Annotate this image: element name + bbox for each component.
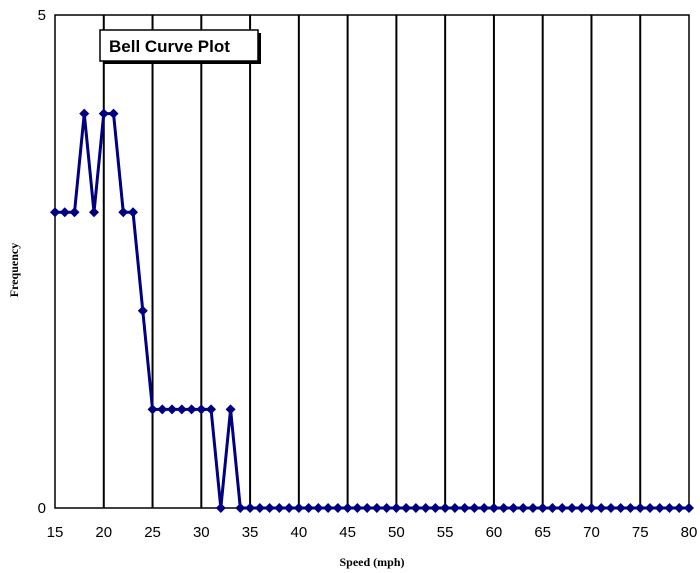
x-tick-label: 80 bbox=[681, 524, 698, 541]
data-point-marker bbox=[362, 503, 373, 513]
data-point-marker bbox=[576, 503, 587, 513]
data-point-marker bbox=[274, 503, 285, 513]
data-point-marker bbox=[254, 503, 265, 513]
data-point-marker bbox=[59, 207, 70, 218]
chart-title-box: Bell Curve Plot bbox=[99, 29, 261, 64]
data-point-marker bbox=[644, 503, 655, 513]
data-point-marker bbox=[313, 503, 324, 513]
y-axis-title: Frequency bbox=[7, 243, 21, 297]
data-point-marker bbox=[147, 404, 158, 415]
y-tick-label: 5 bbox=[38, 7, 46, 24]
data-point-marker bbox=[69, 207, 80, 218]
data-point-marker bbox=[332, 503, 343, 513]
data-point-marker bbox=[108, 108, 119, 119]
x-tick-label: 50 bbox=[388, 524, 405, 541]
x-tick-label: 70 bbox=[583, 524, 600, 541]
data-point-marker bbox=[176, 404, 187, 415]
x-tick-label: 20 bbox=[95, 524, 112, 541]
x-tick-label: 15 bbox=[47, 524, 64, 541]
series-group bbox=[50, 108, 694, 513]
data-point-marker bbox=[79, 108, 90, 119]
data-point-marker bbox=[118, 207, 129, 218]
data-point-marker bbox=[225, 404, 236, 415]
y-tick-label: 0 bbox=[38, 500, 46, 517]
data-point-marker bbox=[605, 503, 616, 513]
data-point-marker bbox=[167, 404, 178, 415]
chart-title: Bell Curve Plot bbox=[109, 37, 230, 56]
data-point-marker bbox=[98, 108, 109, 119]
data-point-marker bbox=[401, 503, 412, 513]
x-tick-label: 65 bbox=[534, 524, 551, 541]
data-point-marker bbox=[547, 503, 558, 513]
data-point-marker bbox=[342, 503, 353, 513]
data-point-marker bbox=[303, 503, 314, 513]
data-point-marker bbox=[381, 503, 392, 513]
data-point-marker bbox=[586, 503, 597, 513]
data-point-marker bbox=[449, 503, 460, 513]
x-tick-label: 60 bbox=[486, 524, 503, 541]
x-tick-labels: 15 20 25 30 35 40 45 50 55 60 65 70 75 80 bbox=[47, 524, 698, 541]
plot-area bbox=[54, 14, 690, 509]
data-point-marker bbox=[245, 503, 256, 513]
y-tick-labels: 05 bbox=[38, 7, 46, 517]
data-point-marker bbox=[537, 503, 548, 513]
data-point-marker bbox=[128, 207, 139, 218]
data-point-marker bbox=[469, 503, 480, 513]
x-axis-title: Speed (mph) bbox=[339, 555, 404, 569]
data-point-marker bbox=[488, 503, 499, 513]
x-tick-label: 45 bbox=[339, 524, 356, 541]
data-point-marker bbox=[410, 503, 421, 513]
data-point-marker bbox=[352, 503, 363, 513]
data-point-marker bbox=[635, 503, 646, 513]
data-point-marker bbox=[50, 207, 60, 218]
data-point-marker bbox=[391, 503, 402, 513]
data-point-marker bbox=[284, 503, 295, 513]
data-point-marker bbox=[508, 503, 519, 513]
data-point-marker bbox=[206, 404, 217, 415]
data-point-marker bbox=[137, 305, 148, 316]
data-point-marker bbox=[235, 503, 246, 513]
x-tick-label: 35 bbox=[242, 524, 259, 541]
data-point-marker bbox=[674, 503, 685, 513]
data-point-marker bbox=[89, 207, 100, 218]
grid-lines bbox=[102, 15, 642, 508]
data-point-marker bbox=[186, 404, 197, 415]
data-point-marker bbox=[518, 503, 529, 513]
data-point-marker bbox=[557, 503, 568, 513]
data-point-marker bbox=[323, 503, 334, 513]
data-point-marker bbox=[625, 503, 636, 513]
data-point-marker bbox=[430, 503, 441, 513]
data-point-marker bbox=[654, 503, 665, 513]
data-point-marker bbox=[664, 503, 675, 513]
data-point-marker bbox=[420, 503, 431, 513]
data-point-marker bbox=[196, 404, 207, 415]
data-point-marker bbox=[527, 503, 538, 513]
data-point-marker bbox=[215, 503, 226, 513]
data-point-marker bbox=[264, 503, 275, 513]
data-point-marker bbox=[566, 503, 577, 513]
data-point-marker bbox=[684, 503, 694, 513]
data-point-marker bbox=[371, 503, 382, 513]
x-tick-label: 30 bbox=[193, 524, 210, 541]
data-point-marker bbox=[440, 503, 451, 513]
x-tick-label: 25 bbox=[144, 524, 161, 541]
data-point-marker bbox=[479, 503, 490, 513]
data-point-marker bbox=[459, 503, 470, 513]
x-tick-label: 40 bbox=[291, 524, 308, 541]
x-tick-label: 55 bbox=[437, 524, 454, 541]
data-point-marker bbox=[157, 404, 168, 415]
data-point-marker bbox=[498, 503, 509, 513]
data-point-marker bbox=[596, 503, 607, 513]
data-point-marker bbox=[615, 503, 626, 513]
data-point-marker bbox=[293, 503, 304, 513]
x-tick-label: 75 bbox=[632, 524, 649, 541]
